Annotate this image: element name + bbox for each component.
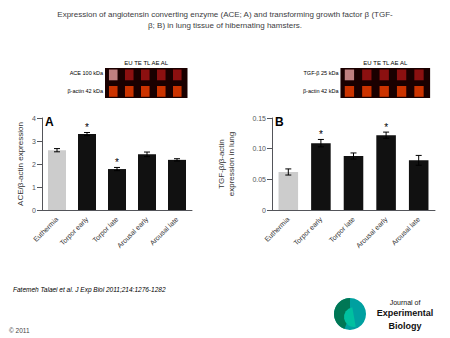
svg-text:3: 3 xyxy=(32,138,36,145)
svg-text:expression in lung: expression in lung xyxy=(227,132,236,196)
svg-text:A: A xyxy=(45,115,54,129)
svg-text:Arousal early: Arousal early xyxy=(355,215,390,250)
svg-text:β; B) in lung tissue of hibern: β; B) in lung tissue of hibernating hams… xyxy=(148,21,302,30)
svg-text:ACE/β-actin expression: ACE/β-actin expression xyxy=(16,122,25,206)
svg-text:Euthermia: Euthermia xyxy=(263,215,291,243)
svg-text:Journal of: Journal of xyxy=(390,299,421,306)
svg-text:Euthermia: Euthermia xyxy=(32,215,60,243)
svg-text:β-actin 42 kDa: β-actin 42 kDa xyxy=(67,88,104,94)
svg-text:1: 1 xyxy=(32,184,36,191)
svg-text:ACE 100 kDa: ACE 100 kDa xyxy=(70,70,104,76)
svg-text:Arousal late: Arousal late xyxy=(148,215,179,246)
svg-text:Torpor early: Torpor early xyxy=(58,215,90,247)
svg-text:0.15: 0.15 xyxy=(252,115,266,122)
svg-text:EU TE TL AE AL: EU TE TL AE AL xyxy=(124,60,169,66)
svg-text:Biology: Biology xyxy=(389,321,422,331)
svg-text:2: 2 xyxy=(32,161,36,168)
svg-text:Experimental: Experimental xyxy=(377,308,434,318)
svg-text:TGF-β/β-actin: TGF-β/β-actin xyxy=(217,139,226,189)
svg-text:0.05: 0.05 xyxy=(252,176,266,183)
svg-text:β-actin 42 kDa: β-actin 42 kDa xyxy=(303,88,340,94)
svg-text:Arousal late: Arousal late xyxy=(390,215,421,246)
svg-text:0: 0 xyxy=(262,207,266,214)
svg-text:EU TE TL AE AL: EU TE TL AE AL xyxy=(363,60,408,66)
svg-text:0.10: 0.10 xyxy=(252,145,266,152)
svg-text:© 2011: © 2011 xyxy=(9,327,30,334)
svg-text:Torpor late: Torpor late xyxy=(328,215,357,244)
svg-text:Expression of angiotensin conv: Expression of angiotensin converting enz… xyxy=(57,10,393,19)
svg-text:0: 0 xyxy=(32,207,36,214)
svg-text:*: * xyxy=(85,122,89,133)
svg-text:B: B xyxy=(275,115,284,129)
svg-text:TGF-β 25 kDa: TGF-β 25 kDa xyxy=(304,70,340,76)
svg-text:Torpor late: Torpor late xyxy=(91,215,120,244)
svg-text:*: * xyxy=(115,157,119,168)
svg-text:Torpor early: Torpor early xyxy=(292,215,324,247)
svg-text:*: * xyxy=(384,122,388,133)
svg-text:Fatemeh Talaei et al. J Exp Bi: Fatemeh Talaei et al. J Exp Biol 2011;21… xyxy=(13,286,166,294)
svg-text:*: * xyxy=(319,129,323,140)
svg-text:4: 4 xyxy=(32,115,36,122)
svg-text:Arousal early: Arousal early xyxy=(116,215,151,250)
